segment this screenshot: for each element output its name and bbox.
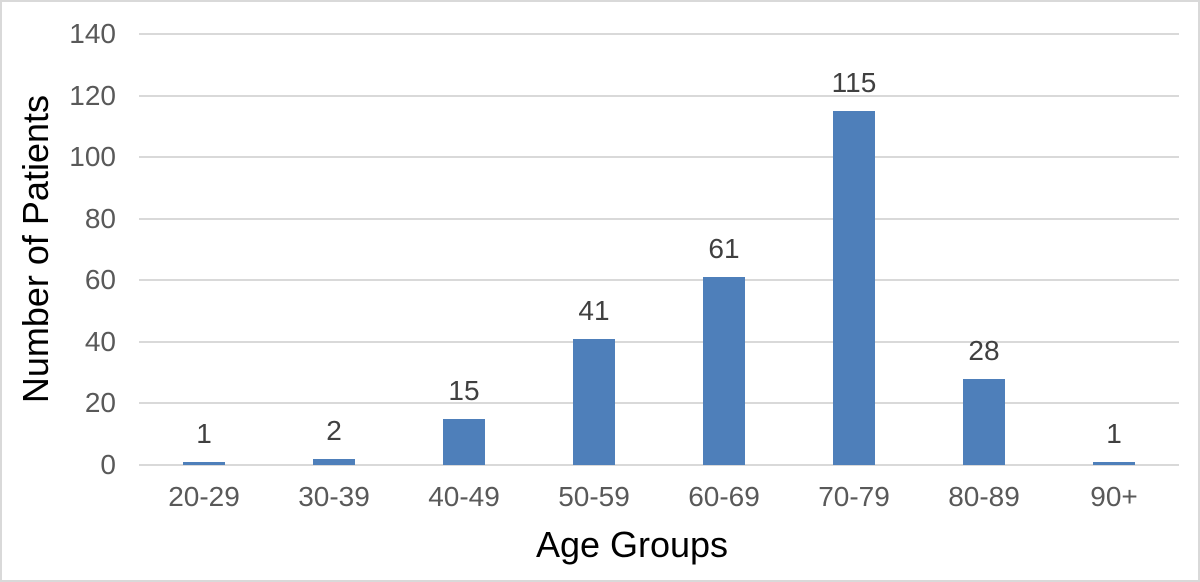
gridline: [139, 33, 1179, 35]
x-tick-label: 70-79: [818, 481, 890, 512]
x-tick-label: 90+: [1090, 481, 1138, 512]
gridline: [139, 340, 1179, 343]
y-tick-label: 20: [84, 387, 116, 419]
y-tick-label: 60: [84, 264, 116, 296]
bar-90+: [1093, 461, 1135, 465]
bar-value-label: 15: [448, 374, 480, 406]
bar-20-29: [183, 461, 225, 465]
y-axis-title-text: Number of Patients: [15, 95, 56, 404]
gridline: [139, 94, 1179, 97]
x-axis-line: [139, 464, 1179, 466]
x-tick-label: 30-39: [298, 481, 370, 512]
y-tick-label: 120: [69, 79, 116, 111]
gridline: [139, 279, 1179, 282]
bar-value-label: 41: [578, 294, 610, 326]
plot-area: 1 2 15 41 61 115 28 1: [139, 33, 1179, 466]
x-axis-title: Age Groups: [535, 524, 729, 565]
gridline: [139, 156, 1179, 159]
bar-value-label: 28: [968, 334, 1000, 366]
bar-60-69: [703, 277, 745, 465]
bar-50-59: [573, 338, 615, 465]
y-tick-label: 40: [84, 325, 116, 357]
bar-value-label: 61: [708, 233, 740, 265]
y-tick-label: 80: [84, 202, 116, 234]
x-tick-label: 60-69: [688, 481, 760, 512]
y-tick-label: 0: [100, 449, 116, 480]
y-tick-label: 100: [69, 141, 116, 173]
x-tick-label: 40-49: [428, 481, 500, 512]
y-tick-label: 140: [69, 18, 116, 49]
bar-value-label: 115: [831, 66, 877, 98]
bar-value-label: 1: [196, 417, 212, 449]
gridline: [139, 217, 1179, 220]
bar-value-label: 2: [326, 414, 342, 446]
x-tick-label: 50-59: [558, 481, 630, 512]
gridline: [139, 402, 1179, 405]
bar-70-79: [833, 110, 875, 465]
bar-80-89: [963, 378, 1005, 465]
bar-value-label: 1: [1106, 417, 1122, 449]
x-tick-label: 80-89: [948, 481, 1020, 512]
bar-40-49: [443, 418, 485, 465]
bar-30-39: [313, 458, 355, 465]
x-tick-label: 20-29: [168, 481, 240, 512]
